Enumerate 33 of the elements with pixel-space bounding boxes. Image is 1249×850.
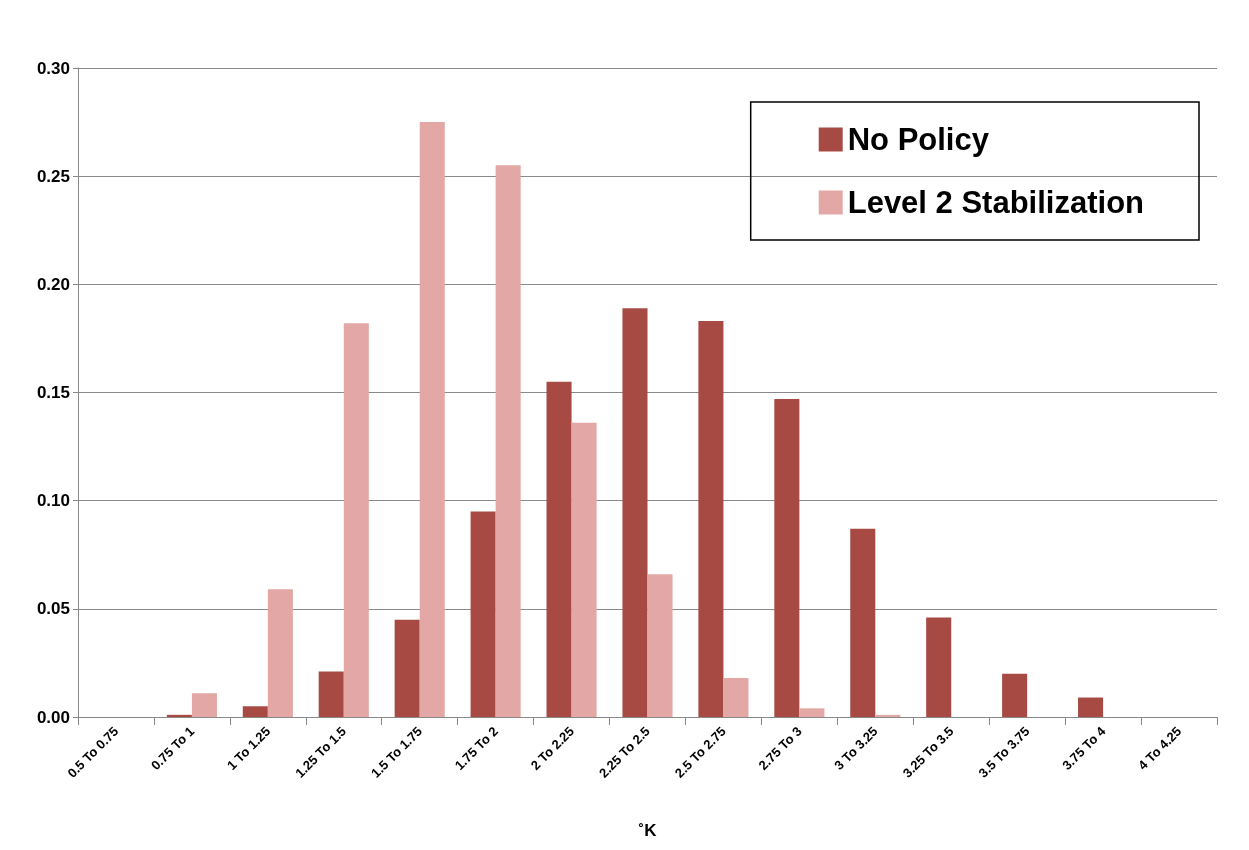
- bar: [267, 589, 293, 717]
- bar: [495, 165, 521, 717]
- bar: [926, 617, 952, 717]
- bar: [622, 308, 648, 717]
- bar: [571, 422, 597, 717]
- y-tick-label: 0.10: [36, 491, 70, 511]
- bar: [394, 619, 420, 717]
- bar: [242, 706, 268, 717]
- legend-label: No Policy: [847, 122, 990, 157]
- bar: [546, 381, 572, 717]
- bar: [698, 321, 724, 717]
- bar: [1002, 673, 1028, 717]
- bar: [799, 708, 825, 717]
- y-tick-label: 0.05: [36, 599, 70, 619]
- y-tick-label: 0.00: [36, 707, 70, 727]
- bar: [723, 678, 749, 717]
- bar: [419, 122, 445, 717]
- y-tick-label: 0.25: [36, 166, 70, 186]
- y-tick-label: 0.20: [36, 274, 70, 294]
- bar: [470, 511, 496, 717]
- bar: [191, 693, 217, 717]
- y-tick-label: 0.15: [36, 383, 70, 402]
- legend-label: Level 2 Stabilization: [847, 185, 1145, 220]
- bar: [166, 714, 192, 717]
- bar: [774, 398, 800, 717]
- bar: [850, 528, 876, 717]
- bar: [343, 323, 369, 717]
- y-tick-label: 0.30: [36, 58, 70, 78]
- bar: [647, 574, 673, 717]
- bar: [1078, 697, 1104, 717]
- bar: [875, 714, 901, 717]
- x-axis-title: ˚K: [638, 821, 658, 840]
- bar: [318, 671, 344, 717]
